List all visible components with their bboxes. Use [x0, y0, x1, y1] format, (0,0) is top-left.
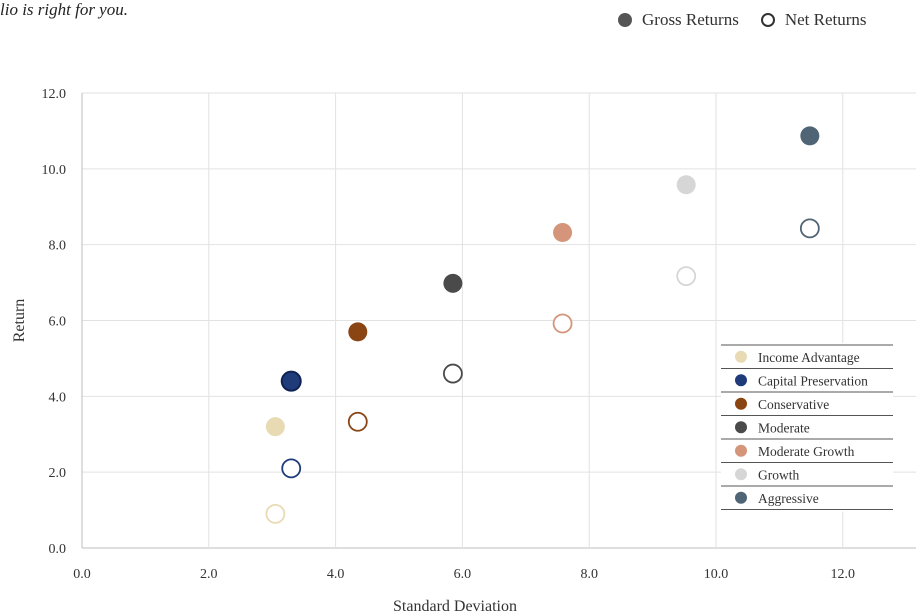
legend-swatch-aggressive — [735, 491, 747, 504]
gross-returns-legend-item: Gross Returns — [618, 10, 739, 30]
gross-return-point-capital-preservation — [280, 370, 302, 392]
net-return-point-capital-preservation — [281, 458, 302, 479]
legend-label-growth: Growth — [758, 467, 799, 482]
legend-label-capital-preservation: Capital Preservation — [758, 373, 868, 388]
y-tick-label: 2.0 — [49, 466, 67, 481]
axis-ticks: 0.0 2.0 4.0 6.0 8.0 10.0 12.0 0.0 2.0 4.0 6.0 8.0 10… — [42, 87, 856, 582]
gross-return-point-moderate — [443, 273, 463, 293]
legend-label-moderate-growth: Moderate Growth — [758, 444, 855, 459]
x-tick-label: 8.0 — [580, 567, 598, 582]
legend-swatch-capital-preservation — [735, 374, 747, 387]
legend-label-moderate: Moderate — [758, 420, 810, 435]
legend-swatch-conservative — [735, 397, 747, 410]
net-return-point-moderate — [442, 363, 463, 384]
data-points — [265, 126, 820, 524]
legend-label-income-advantage: Income Advantage — [758, 350, 860, 365]
legend-swatch-moderate-growth — [735, 444, 747, 457]
x-tick-label: 10.0 — [704, 567, 729, 582]
net-return-point-growth — [676, 266, 697, 287]
net-returns-label: Net Returns — [784, 10, 867, 29]
gross-return-point-moderate-growth — [553, 223, 573, 243]
intro-text: lio is right for you. — [0, 0, 128, 19]
x-axis-label: Standard Deviation — [393, 598, 517, 614]
net-return-point-aggressive — [799, 218, 820, 239]
y-tick-label: 12.0 — [42, 87, 67, 102]
y-tick-label: 6.0 — [49, 315, 67, 330]
net-return-point-income-advantage — [265, 503, 286, 524]
y-axis-label: Return — [11, 299, 28, 343]
gross-returns-label: Gross Returns — [642, 10, 739, 29]
open-circle-icon — [760, 13, 775, 27]
y-tick-label: 0.0 — [49, 542, 67, 557]
gross-return-point-conservative — [348, 322, 368, 342]
y-tick-label: 8.0 — [49, 239, 67, 254]
returns-legend: Gross Returns Net Returns — [618, 10, 889, 30]
net-returns-legend-item: Net Returns — [760, 10, 867, 30]
gross-return-point-growth — [676, 175, 696, 195]
x-tick-label: 2.0 — [200, 567, 218, 582]
x-tick-label: 6.0 — [454, 567, 472, 582]
gross-return-point-income-advantage — [265, 417, 285, 437]
y-tick-label: 4.0 — [49, 390, 67, 405]
legend-background — [721, 343, 893, 512]
x-tick-label: 0.0 — [73, 567, 91, 582]
y-tick-label: 10.0 — [42, 163, 67, 178]
x-tick-label: 12.0 — [831, 567, 856, 582]
series-legend: Income Advantage Capital Preservation Cons… — [721, 343, 893, 512]
legend-swatch-moderate — [735, 421, 747, 434]
x-tick-label: 4.0 — [327, 567, 345, 582]
gross-return-point-aggressive — [800, 126, 820, 146]
net-return-point-moderate-growth — [552, 313, 573, 334]
legend-swatch-income-advantage — [735, 350, 747, 363]
legend-label-conservative: Conservative — [758, 397, 829, 412]
legend-label-aggressive: Aggressive — [758, 491, 819, 506]
legend-swatch-growth — [735, 468, 747, 481]
net-return-point-conservative — [347, 411, 368, 432]
filled-circle-icon — [618, 13, 632, 27]
